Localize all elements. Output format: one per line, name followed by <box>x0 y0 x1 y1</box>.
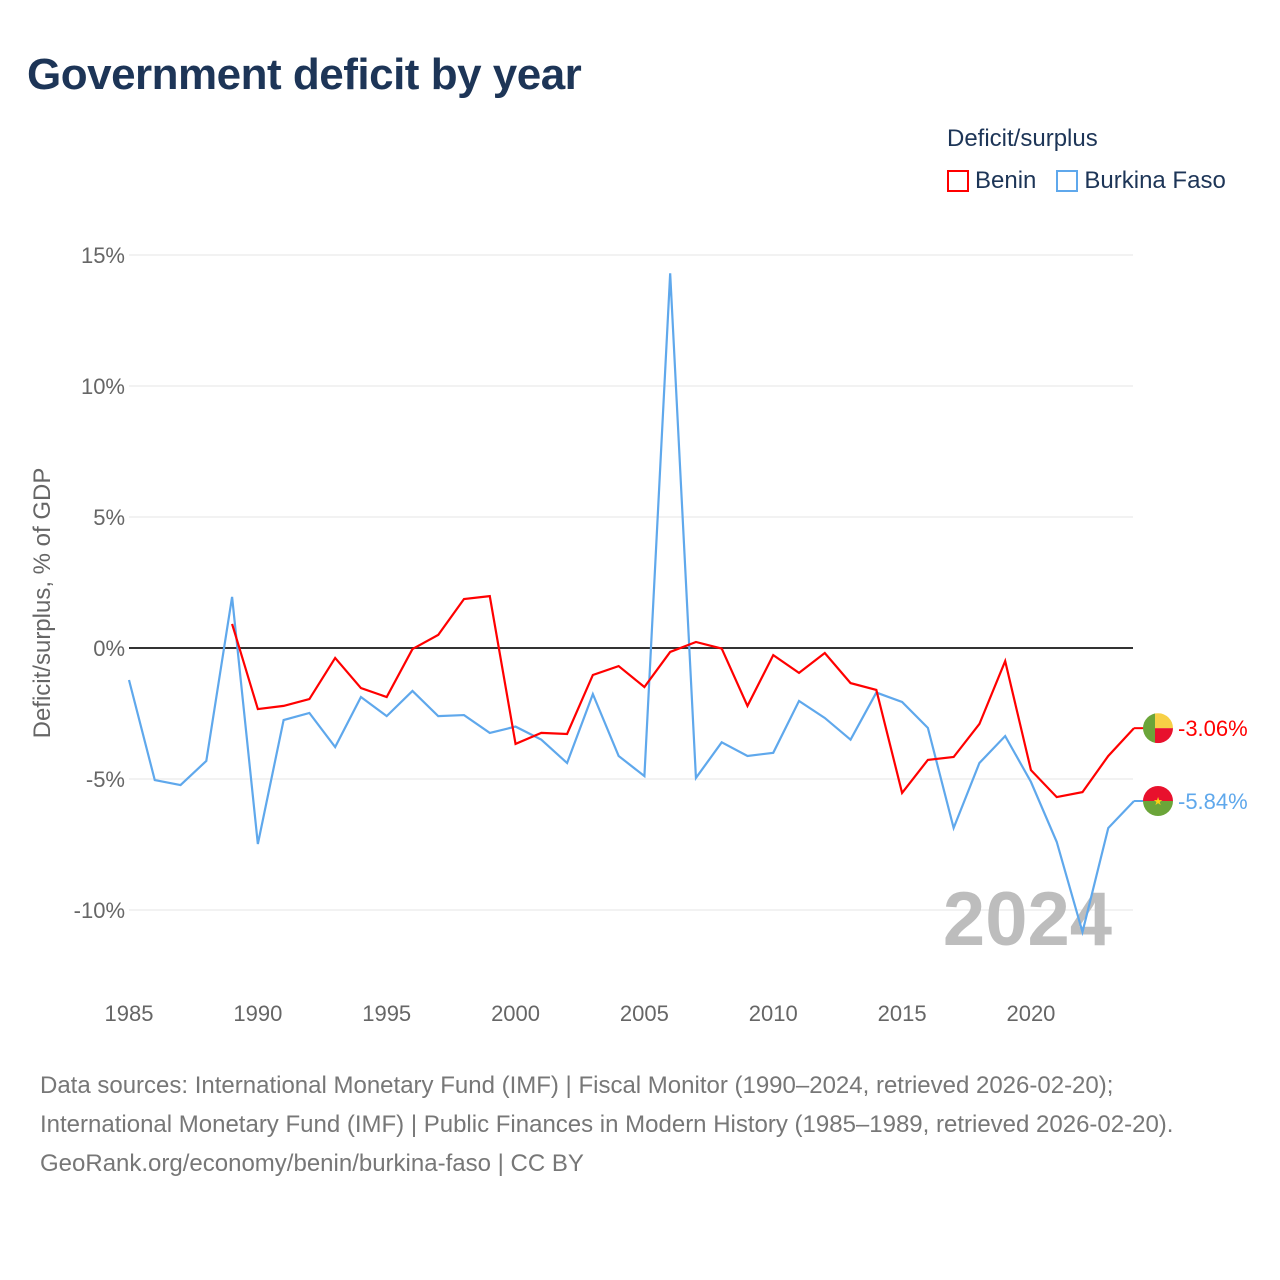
data-sources: Data sources: International Monetary Fun… <box>40 1072 1174 1138</box>
end-label-benin: -3.06% <box>1178 716 1248 741</box>
x-tick-label: 2005 <box>620 1001 669 1026</box>
legend-item-benin[interactable]: Benin <box>947 167 1036 195</box>
x-tick-label: 2015 <box>878 1001 927 1026</box>
x-tick-label: 1985 <box>105 1001 154 1026</box>
x-tick-label: 2000 <box>491 1001 540 1026</box>
chart-title: Government deficit by year <box>27 50 582 99</box>
x-tick-label: 2010 <box>749 1001 798 1026</box>
legend-item-burkina-faso[interactable]: Burkina Faso <box>1056 167 1226 195</box>
legend-swatch-benin <box>947 170 969 192</box>
series-line-benin[interactable] <box>231 594 1135 799</box>
legend-title: Deficit/surplus <box>947 125 1098 152</box>
legend: Benin Burkina Faso <box>947 167 1226 195</box>
y-tick-label: 15% <box>81 243 125 268</box>
x-tick-label: 1995 <box>362 1001 411 1026</box>
y-tick-label: -10% <box>74 898 125 923</box>
year-watermark: 2024 <box>943 877 1112 962</box>
series-line-burkina-faso[interactable] <box>127 273 1135 937</box>
y-tick-label: 0% <box>93 636 125 661</box>
end-label-burkina-faso: -5.84% <box>1178 789 1248 814</box>
line-chart: 15% 10% 5% 0% -5% -10% 1985 1990 1995 2000 2005 201… <box>29 243 1248 1026</box>
y-axis-label: Deficit/surplus, % of GDP <box>29 468 56 739</box>
svg-text:★: ★ <box>1153 796 1163 808</box>
y-tick-label: 10% <box>81 374 125 399</box>
benin-flag-icon <box>1143 713 1173 744</box>
y-tick-label: 5% <box>93 505 125 530</box>
x-tick-label: 2020 <box>1006 1001 1055 1026</box>
legend-swatch-burkina-faso <box>1056 170 1079 192</box>
legend-label: Burkina Faso <box>1084 167 1226 194</box>
attribution-link[interactable]: GeoRank.org/economy/benin/burkina-faso |… <box>40 1150 584 1177</box>
burkina-faso-flag-icon: ★ <box>1143 786 1173 817</box>
footer: Data sources: International Monetary Fun… <box>40 1066 1240 1183</box>
legend-label: Benin <box>975 167 1037 194</box>
y-tick-label: -5% <box>86 767 125 792</box>
x-tick-label: 1990 <box>233 1001 282 1026</box>
